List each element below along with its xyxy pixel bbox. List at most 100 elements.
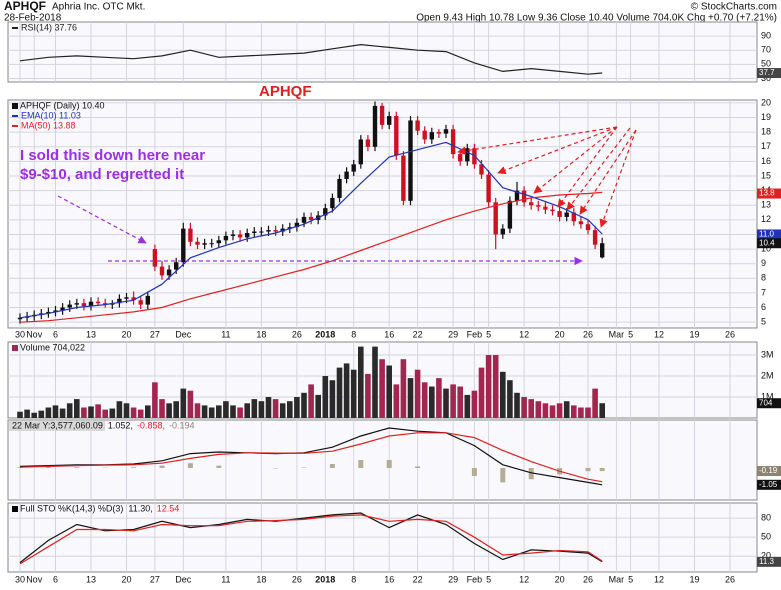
x-tick-label: 5 [486, 574, 491, 584]
candle-body [571, 212, 576, 222]
candle-body [514, 190, 520, 201]
candle-body [578, 221, 584, 225]
volume-bar [535, 401, 542, 418]
annotation-arrow [497, 126, 618, 175]
candle-body [543, 206, 548, 210]
candle-body [422, 130, 427, 140]
candle-body [188, 228, 193, 242]
indicator-line [19, 141, 603, 319]
y-tick-label: 6 [761, 302, 766, 312]
value-marker-label: 37.7 [759, 68, 775, 77]
candle-body [443, 129, 449, 134]
annotation-arrow [557, 126, 618, 208]
value-marker-label: 13.8 [759, 189, 775, 198]
legend-title: APHQF (Daily) 10.40 [20, 100, 105, 110]
candle-body [280, 228, 285, 232]
y-tick-label: 5 [761, 317, 766, 327]
candle-body [17, 317, 23, 320]
legend-label: 1.052, [108, 420, 133, 430]
candle-body [365, 139, 371, 147]
volume-bar [599, 403, 605, 418]
volume-bar [450, 384, 456, 418]
volume-bar [223, 401, 229, 418]
legend-label: 12.54 [157, 503, 180, 513]
volume-bar [116, 401, 123, 418]
x-tick-label: 20 [121, 574, 131, 584]
legend-swatch [12, 103, 18, 109]
volume-bar [507, 380, 513, 418]
candle-body [266, 230, 271, 232]
volume-bar [180, 388, 187, 418]
histogram-bar [45, 467, 51, 468]
volume-bar [322, 376, 329, 418]
histogram-bar [358, 460, 364, 468]
y-tick-label: 8 [761, 273, 766, 283]
volume-bar [471, 390, 478, 418]
candle-body [479, 164, 484, 175]
candle-body [152, 249, 158, 267]
x-tick-label: 12 [654, 574, 664, 584]
volume-bar [528, 399, 534, 418]
volume-bar [279, 403, 286, 418]
value-marker-label: 10.4 [759, 238, 775, 247]
x-tick-label: 26 [292, 574, 302, 584]
x-tick-label: 8 [351, 574, 356, 584]
volume-bar [500, 371, 506, 418]
y-tick-label: 17 [761, 141, 771, 151]
candle-body [103, 303, 108, 305]
candle-body [372, 105, 378, 147]
y-tick-label: 70 [761, 45, 771, 55]
y-tick-label: 3M [761, 349, 774, 359]
volume-bar [244, 403, 250, 418]
candle-body [159, 266, 165, 276]
value-marker [757, 188, 781, 199]
volume-bar [88, 406, 94, 418]
volume-bar [123, 403, 130, 418]
source: © StockCharts.com [691, 2, 777, 13]
volume-bar [358, 346, 364, 418]
candle-body [536, 205, 541, 207]
x-tick-label: 26 [292, 329, 302, 339]
volume-bar [38, 410, 45, 418]
x-tick-label: 6 [53, 574, 58, 584]
candle-body [564, 212, 569, 217]
histogram-bar [329, 464, 335, 468]
x-tick-label: 2018 [315, 329, 335, 339]
volume-bar [315, 394, 321, 418]
volume-bar [429, 386, 435, 418]
legend-title: Volume 704,022 [20, 342, 85, 352]
volume-bar [400, 359, 407, 418]
quote: Open 9.43 High 10.78 Low 9.36 Close 10.4… [416, 13, 777, 24]
annotation-arrow [566, 127, 631, 211]
candle-body [529, 202, 534, 206]
histogram-bar [17, 467, 23, 468]
histogram-bar [585, 468, 591, 472]
legend-label: RSI(14) 37.76 [21, 22, 77, 32]
value-marker [757, 466, 781, 477]
tooltip-bg [9, 421, 105, 431]
annotation-arrow [533, 126, 618, 194]
candle-body [337, 178, 342, 198]
volume-bar [492, 355, 499, 418]
candle-body [245, 233, 250, 238]
candle-body [394, 116, 399, 156]
y-tick-label: 20 [761, 551, 771, 561]
volume-bar [301, 392, 307, 418]
volume-bar [137, 409, 144, 418]
volume-bar [265, 397, 272, 418]
date: 28-Feb-2018 [4, 13, 62, 24]
histogram-bar [187, 463, 193, 468]
volume-bar [251, 399, 258, 418]
value-marker-label: 11.0 [759, 230, 775, 239]
volume-bar [343, 363, 350, 418]
x-tick-label: 20 [555, 574, 565, 584]
candle-body [81, 303, 87, 307]
candle-body [550, 209, 555, 212]
x-tick-label: 6 [53, 329, 58, 339]
annotation-note: I sold this down here near [20, 147, 205, 164]
x-tick-label: 8 [351, 329, 356, 339]
histogram-bar [528, 468, 534, 480]
candle-body [53, 310, 58, 312]
